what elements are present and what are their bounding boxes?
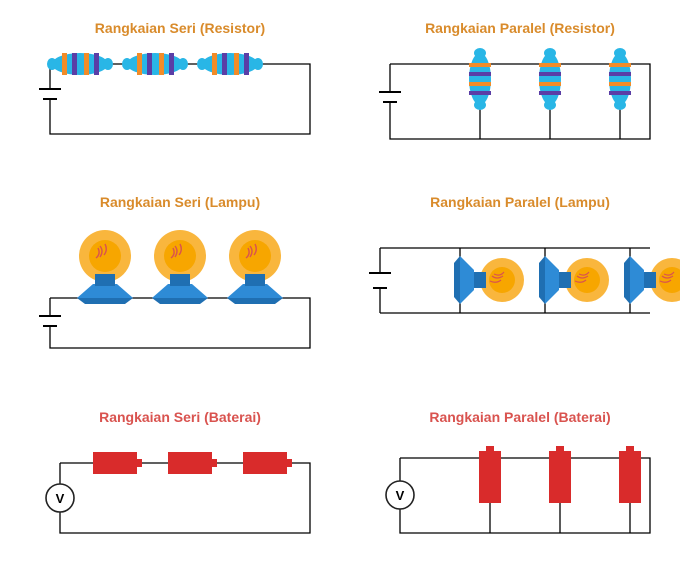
diagram-paralel-lampu <box>360 218 680 338</box>
panel-seri-baterai: Rangkaian Seri (Baterai) V <box>30 409 330 563</box>
diagram-paralel-baterai: V <box>370 433 670 553</box>
voltmeter-label: V <box>56 491 65 506</box>
resistor-2 <box>122 53 188 75</box>
lamp-2 <box>539 256 609 304</box>
title-seri-lampu: Rangkaian Seri (Lampu) <box>100 194 260 210</box>
panel-paralel-resistor: Rangkaian Paralel (Resistor) <box>360 20 680 164</box>
wire-loop <box>400 458 650 533</box>
battery-2 <box>549 446 571 503</box>
lamp-2 <box>152 230 208 304</box>
panel-paralel-baterai: Rangkaian Paralel (Baterai) V <box>360 409 680 563</box>
diagram-paralel-resistor <box>370 44 670 154</box>
diagram-seri-baterai: V <box>30 433 330 553</box>
diagram-seri-lampu <box>30 218 330 368</box>
battery-2 <box>168 452 217 474</box>
lamp-1 <box>454 256 524 304</box>
lamp-1 <box>77 230 133 304</box>
title-paralel-resistor: Rangkaian Paralel (Resistor) <box>425 20 615 36</box>
title-seri-resistor: Rangkaian Seri (Resistor) <box>95 20 265 36</box>
title-seri-baterai: Rangkaian Seri (Baterai) <box>99 409 261 425</box>
diagram-seri-resistor <box>30 44 330 154</box>
voltmeter: V <box>46 484 74 512</box>
lamp-3 <box>227 230 283 304</box>
title-paralel-baterai: Rangkaian Paralel (Baterai) <box>429 409 610 425</box>
voltmeter-label: V <box>396 488 405 503</box>
lamp-3 <box>624 256 680 304</box>
voltmeter: V <box>386 481 414 509</box>
resistor-1 <box>469 48 491 110</box>
resistor-3 <box>609 48 631 110</box>
panel-seri-resistor: Rangkaian Seri (Resistor) <box>30 20 330 164</box>
resistor-3 <box>197 53 263 75</box>
panel-paralel-lampu: Rangkaian Paralel (Lampu) <box>360 194 680 378</box>
battery-1 <box>479 446 501 503</box>
battery-3 <box>619 446 641 503</box>
resistor-2 <box>539 48 561 110</box>
title-paralel-lampu: Rangkaian Paralel (Lampu) <box>430 194 610 210</box>
circuit-grid: Rangkaian Seri (Resistor) Rangkaian Para… <box>0 0 700 583</box>
battery-3 <box>243 452 292 474</box>
wire-loop <box>39 298 310 348</box>
panel-seri-lampu: Rangkaian Seri (Lampu) <box>30 194 330 378</box>
battery-1 <box>93 452 142 474</box>
resistor-1 <box>47 53 113 75</box>
